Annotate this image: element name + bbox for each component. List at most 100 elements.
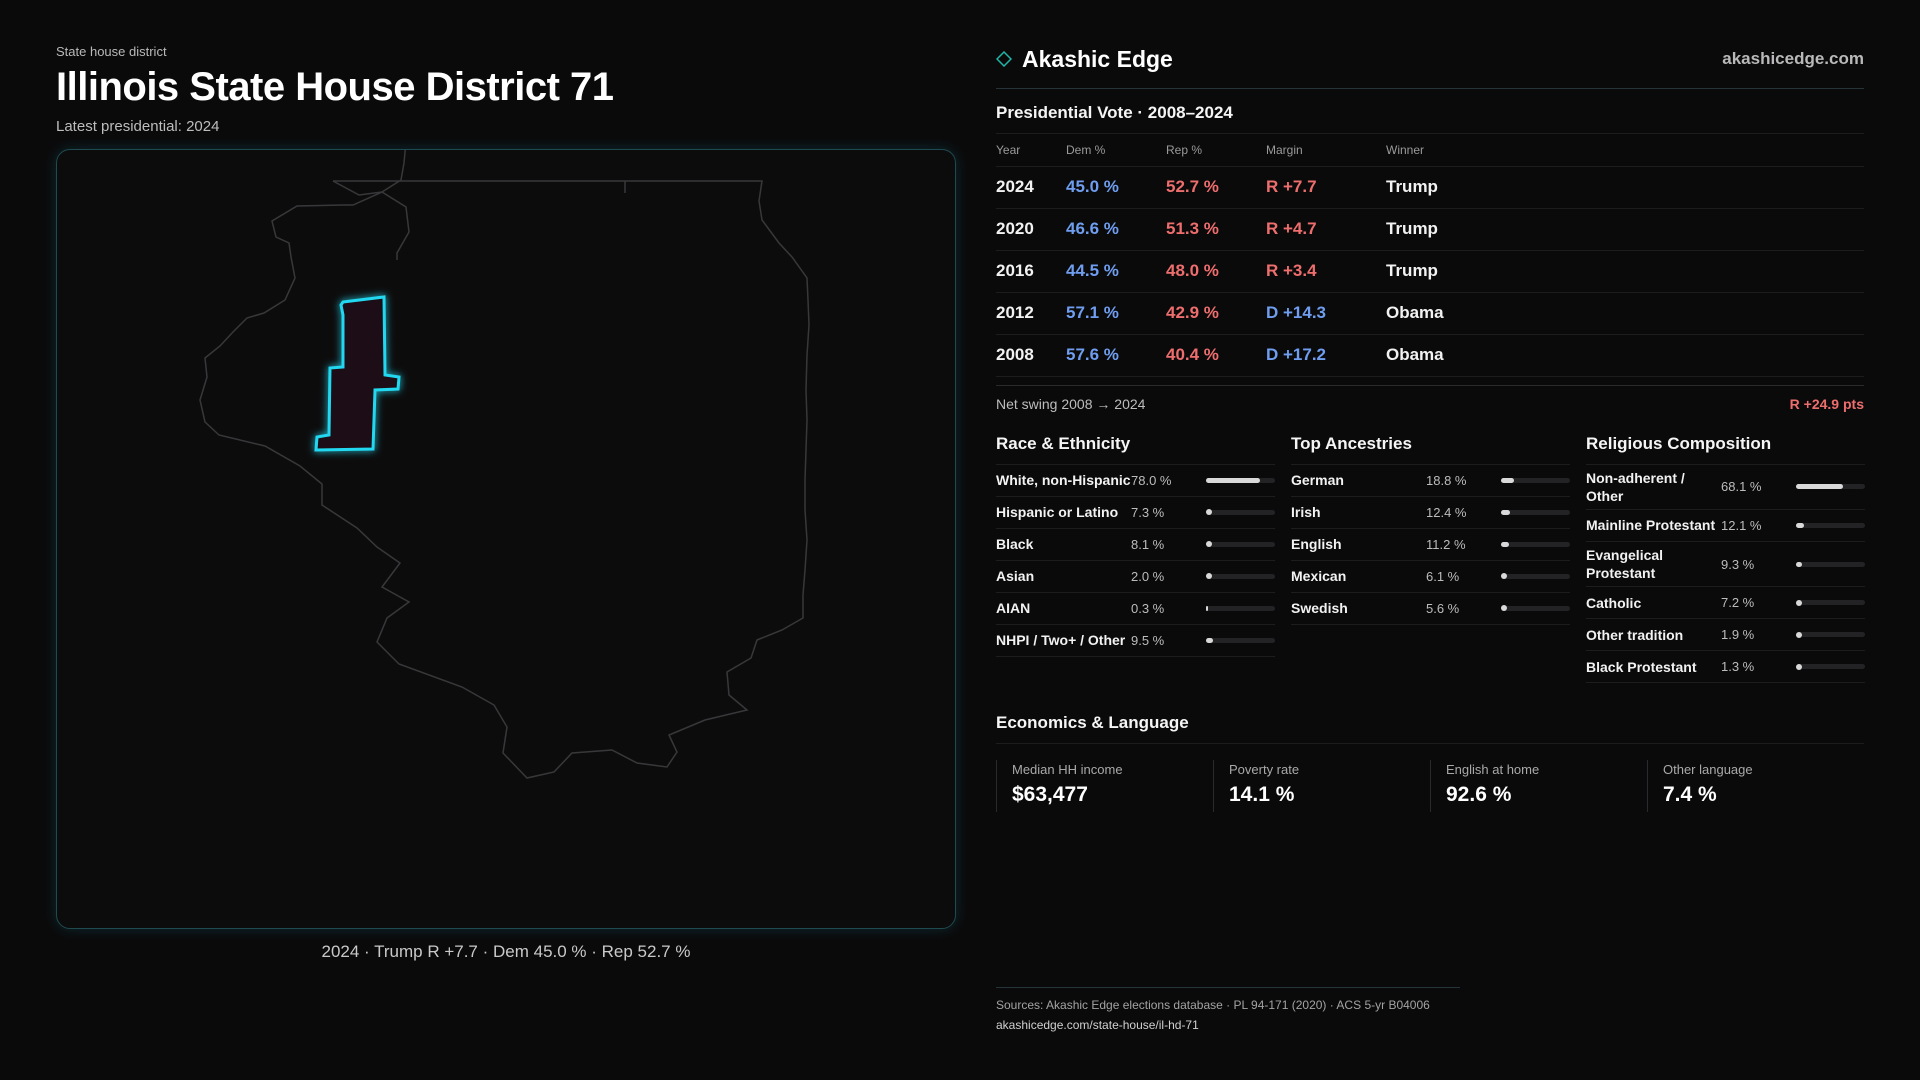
brand-bar: Akashic Edge akashicedge.com	[996, 44, 1864, 74]
vote-margin: R +3.4	[1266, 250, 1386, 293]
ancestry-bar	[1501, 573, 1570, 579]
vote-row-2012: 2012 57.1 % 42.9 % D +14.3 Obama	[996, 292, 1864, 335]
col-rep: Rep %	[1166, 134, 1266, 167]
district-map[interactable]	[56, 149, 956, 929]
race-value: 78.0 %	[1131, 472, 1172, 488]
stat-value: 14.1 %	[1229, 783, 1295, 807]
race-label: White, non-Hispanic	[996, 471, 1131, 488]
race-bar-fill	[1206, 605, 1208, 611]
ancestry-value: 12.4 %	[1426, 504, 1467, 520]
net-swing-value: R +24.9 pts	[1789, 395, 1864, 412]
religion-row: Evangelical Protestant 9.3 %	[1586, 542, 1865, 588]
religion-bar-fill	[1796, 663, 1802, 670]
race-value: 2.0 %	[1131, 568, 1165, 584]
vote-rep: 52.7 %	[1166, 166, 1266, 209]
vote-winner: Trump	[1386, 208, 1864, 251]
race-value: 7.3 %	[1131, 504, 1165, 520]
vote-section-title: Presidential Vote · 2008–2024	[996, 103, 1864, 134]
race-row: Asian 2.0 %	[996, 561, 1275, 593]
state-outline-top	[332, 180, 626, 260]
right-panel: Akashic Edge akashicedge.com Presidentia…	[996, 44, 1865, 813]
religion-label: Black Protestant	[1586, 658, 1697, 675]
ancestry-bar-fill	[1501, 573, 1507, 579]
ancestry-bar-fill	[1501, 509, 1510, 515]
religion-value: 12.1 %	[1721, 517, 1762, 533]
religion-label: Non-adherent / Other	[1586, 469, 1685, 504]
religion-bar-fill	[1796, 599, 1802, 606]
religion-row: Black Protestant 1.3 %	[1586, 651, 1865, 684]
race-title: Race & Ethnicity	[996, 434, 1275, 465]
sources-text: Sources: Akashic Edge elections database…	[996, 998, 1430, 1012]
race-bar-fill	[1206, 541, 1212, 547]
brand-name: Akashic Edge	[1022, 45, 1173, 72]
vote-margin: R +4.7	[1266, 208, 1386, 251]
religion-row: Other tradition 1.9 %	[1586, 619, 1865, 652]
vote-dem: 57.6 %	[1066, 334, 1166, 377]
religion-bar	[1796, 663, 1865, 670]
vote-row-2024: 2024 45.0 % 52.7 % R +7.7 Trump	[996, 166, 1864, 209]
race-label: Black	[996, 535, 1034, 552]
race-bar-fill	[1206, 637, 1213, 643]
ancestry-row: Mexican 6.1 %	[1291, 561, 1570, 593]
ancestry-value: 5.6 %	[1426, 600, 1460, 616]
race-row: Hispanic or Latino 7.3 %	[996, 497, 1275, 529]
race-row: AIAN 0.3 %	[996, 593, 1275, 625]
stat-label: Other language	[1663, 762, 1753, 778]
vote-year: 2020	[996, 208, 1066, 251]
stat-label: Median HH income	[1012, 762, 1123, 778]
vote-table: Year Dem % Rep % Margin Winner 2024 45.0 …	[996, 134, 1864, 377]
religion-bar-fill	[1796, 631, 1802, 638]
religion-bar-fill	[1796, 522, 1805, 528]
religion-panel: Religious Composition Non-adherent / Oth…	[1586, 434, 1865, 684]
ancestry-bar	[1501, 477, 1570, 483]
page-kicker: State house district	[56, 44, 167, 59]
economics-title: Economics & Language	[996, 713, 1864, 745]
ancestry-row: English 11.2 %	[1291, 529, 1570, 561]
vote-row-2008: 2008 57.6 % 40.4 % D +17.2 Obama	[996, 334, 1864, 377]
brand-url-link[interactable]: akashicedge.com	[1722, 49, 1864, 68]
ancestry-title: Top Ancestries	[1291, 434, 1570, 465]
religion-bar	[1796, 561, 1865, 567]
ancestry-row: Irish 12.4 %	[1291, 497, 1570, 529]
vote-winner: Obama	[1386, 334, 1864, 377]
ancestry-bar	[1501, 509, 1570, 515]
demographics: Race & Ethnicity White, non-Hispanic 78.0…	[996, 434, 1865, 684]
ancestry-bar	[1501, 605, 1570, 611]
race-label: Asian	[996, 567, 1035, 584]
vote-margin: R +7.7	[1266, 166, 1386, 209]
religion-bar	[1796, 522, 1865, 528]
ancestry-row: Swedish 5.6 %	[1291, 593, 1570, 625]
economics-stats: Median HH income $63,477 Poverty rate 14…	[996, 760, 1864, 813]
ancestry-label: Irish	[1291, 503, 1321, 520]
ancestry-bar-fill	[1501, 477, 1514, 483]
stat-value: 92.6 %	[1446, 783, 1512, 807]
religion-bar-fill	[1796, 484, 1843, 490]
race-label: NHPI / Two+ / Other	[996, 631, 1126, 648]
religion-label: Mainline Protestant	[1586, 517, 1716, 534]
district-71-outline[interactable]	[314, 295, 401, 452]
religion-value: 9.3 %	[1721, 556, 1755, 572]
vote-dem: 45.0 %	[1066, 166, 1166, 209]
vote-margin: D +14.3	[1266, 292, 1386, 335]
vote-rep: 42.9 %	[1166, 292, 1266, 335]
race-bar-fill	[1206, 509, 1212, 515]
race-bar	[1206, 477, 1275, 483]
race-bar	[1206, 637, 1275, 643]
race-list: White, non-Hispanic 78.0 % Hispanic or Lat…	[996, 465, 1275, 657]
stat-value: $63,477	[1012, 783, 1088, 807]
vote-winner: Trump	[1386, 166, 1864, 209]
stat-label: Poverty rate	[1229, 762, 1300, 778]
ancestry-row: German 18.8 %	[1291, 465, 1570, 497]
sources-url-link[interactable]: akashicedge.com/state-house/il-hd-71	[996, 1018, 1199, 1032]
brand[interactable]: Akashic Edge	[996, 46, 1173, 73]
vote-row-2016: 2016 44.5 % 48.0 % R +3.4 Trump	[996, 250, 1864, 293]
vote-rep: 48.0 %	[1166, 250, 1266, 293]
religion-row: Catholic 7.2 %	[1586, 587, 1865, 620]
race-value: 8.1 %	[1131, 536, 1165, 552]
ancestry-label: Mexican	[1291, 567, 1347, 584]
vote-row-2020: 2020 46.6 % 51.3 % R +4.7 Trump	[996, 208, 1864, 251]
vote-rep: 40.4 %	[1166, 334, 1266, 377]
stat-english-at-home: English at home 92.6 %	[1430, 760, 1647, 813]
col-dem: Dem %	[1066, 134, 1166, 167]
diamond-outline-icon	[996, 51, 1012, 67]
